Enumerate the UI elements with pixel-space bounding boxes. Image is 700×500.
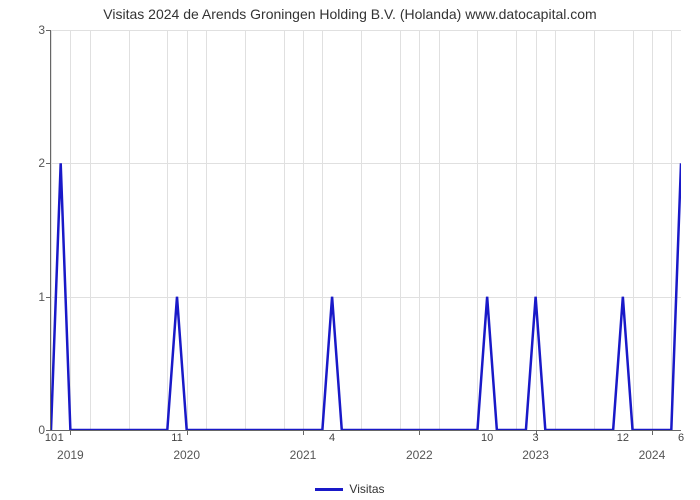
x-tick-mark — [419, 430, 420, 435]
visits-chart: Visitas 2024 de Arends Groningen Holding… — [0, 0, 700, 500]
data-point-label: 10 — [481, 430, 493, 444]
x-tick-mark — [303, 430, 304, 435]
data-point-label: 10 — [45, 430, 57, 444]
line-series — [51, 30, 681, 430]
data-point-label: 12 — [617, 430, 629, 444]
legend-swatch — [315, 488, 343, 491]
x-tick-mark — [652, 430, 653, 435]
legend: Visitas — [0, 481, 700, 496]
data-point-label: 1 — [58, 430, 64, 444]
data-point-label: 11 — [171, 430, 182, 444]
data-point-label: 6 — [678, 430, 684, 444]
legend-label: Visitas — [349, 482, 384, 496]
chart-title: Visitas 2024 de Arends Groningen Holding… — [0, 6, 700, 22]
x-tick-mark — [70, 430, 71, 435]
data-point-label: 3 — [533, 430, 539, 444]
plot-area: 0123201920202021202220232024101114103126 — [50, 30, 681, 431]
data-point-label: 4 — [329, 430, 335, 444]
x-tick-mark — [187, 430, 188, 435]
